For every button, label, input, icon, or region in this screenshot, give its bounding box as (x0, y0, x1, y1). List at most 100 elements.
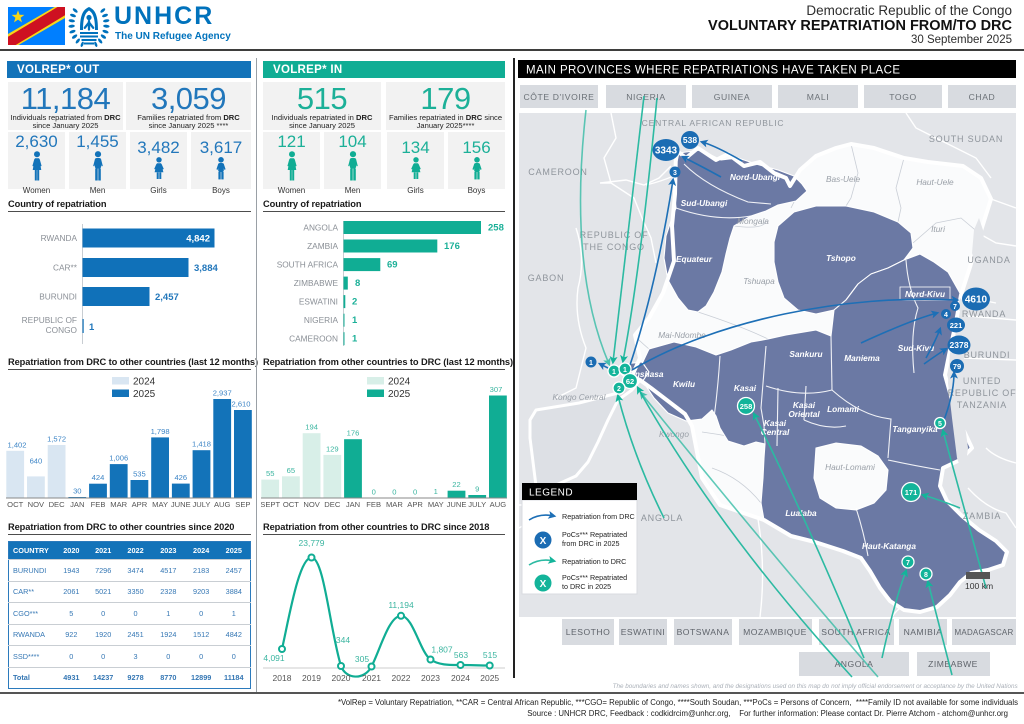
svg-text:2024: 2024 (451, 673, 470, 683)
svg-text:4: 4 (944, 312, 948, 319)
svg-text:NIGERIA: NIGERIA (304, 315, 339, 325)
svg-text:1,572: 1,572 (47, 435, 66, 444)
svg-text:CAMEROON: CAMEROON (528, 167, 587, 177)
svg-text:Central: Central (761, 427, 790, 437)
svg-text:Kinshasa: Kinshasa (627, 369, 664, 379)
svg-text:Kasai: Kasai (734, 383, 757, 393)
svg-text:0: 0 (372, 488, 376, 497)
svg-text:2,457: 2,457 (155, 292, 179, 303)
svg-text:MALI: MALI (807, 92, 829, 102)
svg-text:2023: 2023 (421, 673, 440, 683)
svg-text:426: 426 (174, 473, 187, 482)
svg-text:Kwilu: Kwilu (673, 379, 695, 389)
svg-text:UGANDA: UGANDA (967, 255, 1010, 265)
svg-text:344: 344 (336, 635, 350, 645)
svg-text:307: 307 (490, 385, 503, 394)
svg-text:JUNE: JUNE (171, 500, 191, 509)
svg-text:0: 0 (392, 488, 396, 497)
svg-text:2021: 2021 (362, 673, 381, 683)
svg-text:23,779: 23,779 (299, 538, 325, 548)
svg-text:SEP: SEP (235, 500, 250, 509)
svg-text:7: 7 (906, 560, 910, 567)
svg-text:2025: 2025 (480, 673, 499, 683)
svg-text:100 km: 100 km (965, 581, 993, 591)
svg-text:NOV: NOV (28, 500, 45, 509)
svg-text:Ituri: Ituri (931, 224, 946, 234)
svg-text:62: 62 (626, 377, 634, 386)
svg-text:129: 129 (326, 444, 339, 453)
svg-text:X: X (540, 536, 547, 547)
svg-text:APR: APR (407, 500, 423, 509)
svg-text:176: 176 (347, 429, 360, 438)
svg-text:SEPT: SEPT (261, 500, 280, 509)
svg-text:JAN: JAN (346, 500, 360, 509)
svg-text:SOUTH AFRICA: SOUTH AFRICA (277, 260, 339, 270)
svg-text:ZIMBABWE: ZIMBABWE (294, 278, 339, 288)
svg-text:55: 55 (266, 469, 274, 478)
svg-text:2018: 2018 (273, 673, 292, 683)
svg-text:640: 640 (30, 456, 43, 465)
svg-text:194: 194 (305, 423, 318, 432)
svg-text:Sud-Kivu: Sud-Kivu (898, 343, 934, 353)
svg-text:JAN: JAN (70, 500, 84, 509)
svg-text:0: 0 (413, 488, 417, 497)
svg-text:5: 5 (938, 421, 942, 428)
svg-text:ANGOLA: ANGOLA (303, 223, 338, 233)
svg-text:CÔTE D'IVOIRE: CÔTE D'IVOIRE (523, 92, 594, 102)
svg-text:BOTSWANA: BOTSWANA (677, 627, 730, 637)
svg-text:JULY: JULY (192, 500, 210, 509)
svg-text:ZAMBIA: ZAMBIA (963, 511, 1001, 521)
svg-text:RWANDA: RWANDA (41, 233, 78, 243)
svg-text:1: 1 (352, 315, 358, 326)
svg-text:1,402: 1,402 (7, 440, 26, 449)
svg-text:CENTRAL AFRICAN REPUBLIC: CENTRAL AFRICAN REPUBLIC (642, 118, 785, 128)
svg-text:BURUNDI: BURUNDI (964, 350, 1011, 360)
svg-text:THE CONGO: THE CONGO (583, 242, 645, 252)
svg-text:1,006: 1,006 (109, 454, 128, 463)
svg-text:2020: 2020 (332, 673, 351, 683)
svg-text:TOGO: TOGO (889, 92, 917, 102)
svg-text:JULY: JULY (468, 500, 486, 509)
svg-text:3,884: 3,884 (194, 263, 218, 274)
svg-text:MAR: MAR (110, 500, 127, 509)
svg-text:UNITED: UNITED (963, 376, 1001, 386)
svg-text:1,798: 1,798 (151, 427, 170, 436)
svg-text:Repatriation to DRC: Repatriation to DRC (562, 557, 626, 566)
svg-text:8: 8 (355, 278, 360, 289)
svg-text:Bas-Uele: Bas-Uele (826, 174, 861, 184)
svg-text:from DRC in 2025: from DRC in 2025 (562, 539, 620, 548)
svg-text:1,418: 1,418 (192, 440, 211, 449)
svg-text:AUG: AUG (214, 500, 231, 509)
svg-text:171: 171 (905, 488, 918, 497)
svg-text:2019: 2019 (302, 673, 321, 683)
svg-text:MADAGASCAR: MADAGASCAR (955, 628, 1014, 637)
svg-text:424: 424 (92, 473, 105, 482)
svg-text:Kasai: Kasai (793, 400, 816, 410)
svg-text:2025: 2025 (133, 389, 156, 400)
svg-text:535: 535 (133, 470, 146, 479)
svg-text:Repatriation from DRC: Repatriation from DRC (562, 512, 635, 521)
svg-text:11,194: 11,194 (388, 600, 414, 610)
svg-text:258: 258 (488, 223, 504, 234)
svg-text:to DRC in 2025: to DRC in 2025 (562, 582, 611, 591)
svg-text:1: 1 (589, 360, 593, 367)
svg-text:ESWATINI: ESWATINI (621, 627, 666, 637)
svg-text:APR: APR (132, 500, 148, 509)
svg-text:Nord-Kivu: Nord-Kivu (905, 289, 945, 299)
svg-text:Lomami: Lomami (827, 404, 860, 414)
svg-text:CAR**: CAR** (53, 263, 78, 273)
svg-text:GUINEA: GUINEA (714, 92, 751, 102)
svg-text:Sud-Ubangi: Sud-Ubangi (681, 198, 728, 208)
svg-text:FEB: FEB (366, 500, 381, 509)
svg-text:Equateur: Equateur (676, 254, 713, 264)
svg-text:CHAD: CHAD (969, 92, 996, 102)
svg-text:FEB: FEB (91, 500, 106, 509)
svg-text:PoCs*** Repatriated: PoCs*** Repatriated (562, 530, 627, 539)
svg-text:OCT: OCT (7, 500, 23, 509)
svg-text:2378: 2378 (950, 340, 969, 350)
svg-text:BURUNDI: BURUNDI (39, 292, 77, 302)
svg-text:X: X (540, 579, 547, 590)
svg-text:REPUBLIC OF: REPUBLIC OF (580, 230, 649, 240)
svg-text:RWANDA: RWANDA (962, 309, 1006, 319)
svg-text:Kasai: Kasai (764, 418, 787, 428)
